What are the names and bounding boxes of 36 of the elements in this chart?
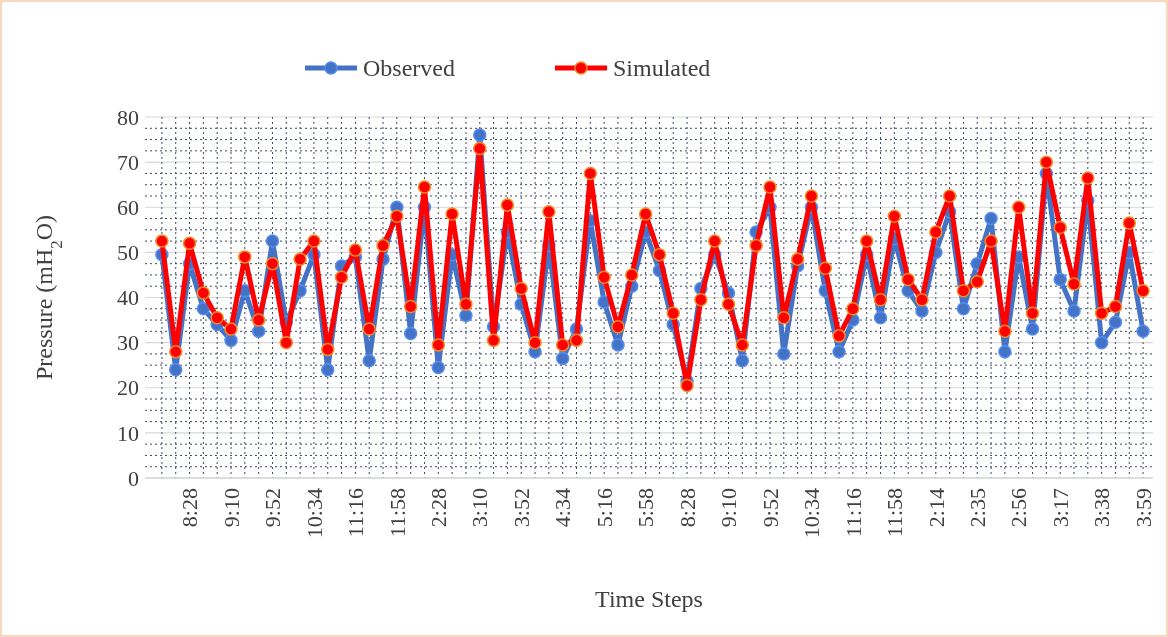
x-tick-label: 2:14 [923, 488, 949, 528]
x-tick-label: 5:58 [633, 488, 659, 528]
x-tick-label: 2:35 [964, 488, 990, 528]
y-tick-label: 80 [117, 104, 139, 130]
y-tick-label: 40 [117, 285, 139, 311]
x-tick-label: 11:16 [840, 488, 866, 538]
x-tick-label: 2:56 [1006, 488, 1032, 528]
y-tick-label: 50 [117, 240, 139, 266]
x-tick-label: 5:16 [591, 488, 617, 528]
x-tick-label: 9:52 [757, 488, 783, 528]
x-tick-label: 9:52 [260, 488, 286, 528]
x-tick-label: 9:10 [218, 488, 244, 528]
x-tick-label: 10:34 [799, 488, 825, 539]
x-tick-label: 8:28 [674, 488, 700, 528]
y-tick-label: 10 [117, 420, 139, 446]
x-tick-label: 2:28 [426, 488, 451, 528]
legend-label: Observed [363, 55, 455, 82]
x-tick-label: 3:17 [1047, 488, 1073, 528]
legend-label: Simulated [613, 55, 711, 82]
x-tick-label: 3:52 [508, 488, 534, 528]
x-tick-label: 3:38 [1089, 488, 1115, 528]
x-tick-label: 10:34 [301, 488, 327, 539]
x-tick-label: 11:16 [343, 488, 369, 538]
y-tick-label: 20 [117, 375, 139, 401]
x-tick-label: 3:59 [1130, 488, 1156, 528]
x-tick-label: 11:58 [882, 488, 908, 538]
x-tick-label: 11:58 [384, 488, 410, 538]
y-tick-label: 30 [117, 330, 139, 356]
x-axis-title: Time Steps [595, 586, 703, 612]
y-tick-label: 70 [117, 149, 139, 175]
x-tick-label: 4:34 [550, 488, 576, 528]
x-tick-label: 9:10 [716, 488, 742, 528]
x-tick-label: 3:10 [467, 488, 493, 528]
y-tick-label: 60 [117, 194, 139, 220]
y-tick-label: 0 [128, 465, 139, 491]
x-tick-label: 8:28 [177, 488, 203, 528]
